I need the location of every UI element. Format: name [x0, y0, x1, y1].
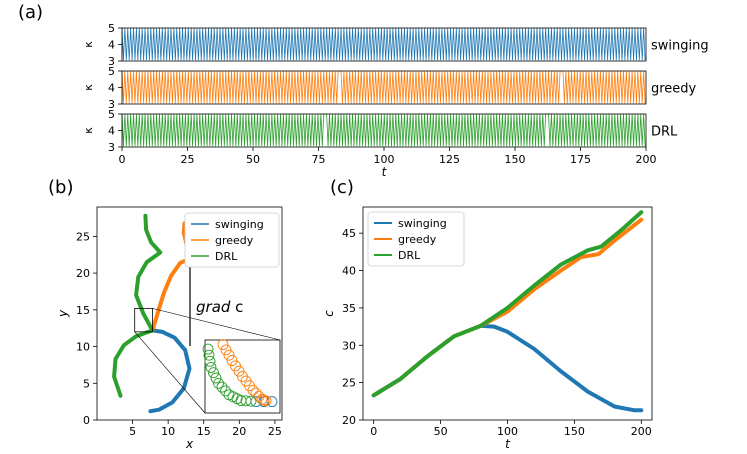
series-label-greedy: greedy — [651, 82, 697, 97]
grad-annotation: grad c — [196, 298, 243, 316]
legend-label-greedy: greedy — [398, 233, 437, 246]
inset-greedy-loop — [250, 387, 262, 399]
x-tick-label: 25 — [268, 425, 282, 438]
y-tick-label: 5 — [108, 22, 115, 35]
y-tick-label: 5 — [83, 377, 90, 390]
y-tick-label: 20 — [76, 267, 90, 280]
axes-frame — [96, 206, 283, 421]
legend-label-greedy: greedy — [215, 234, 254, 247]
x-tick-label: 10 — [161, 425, 175, 438]
x-axis-label: x — [185, 437, 194, 451]
inset-connector — [152, 308, 281, 341]
chart-b: 5 10 15 20 25 0 5 10 15 20 25 x y grad c swinging greed… — [56, 206, 283, 451]
x-tick-label: 20 — [232, 425, 246, 438]
inset-DRL-loop — [210, 372, 222, 384]
y-tick-label: 0 — [83, 414, 90, 427]
inset-greedy-loop — [260, 395, 272, 407]
chart-c: 0 50 100 150 200 20 25 30 35 40 45 t c swinging greedy… — [322, 206, 653, 451]
y-tick-label: 3 — [108, 98, 115, 111]
x-tick-label: 125 — [439, 153, 460, 166]
inset-DRL-loop — [202, 343, 214, 355]
x-tick-label: 0 — [370, 425, 377, 438]
inset-greedy-loop — [230, 360, 241, 372]
inset-DRL-loop — [220, 385, 231, 397]
series-label-DRL: DRL — [651, 125, 678, 140]
inset-DRL-loop — [203, 349, 215, 361]
y-tick-label: 25 — [76, 230, 90, 243]
series-label-swinging: swinging — [651, 39, 709, 54]
legend-label-swinging: swinging — [215, 218, 264, 231]
x-tick-label: 200 — [631, 425, 652, 438]
series-swinging-line — [121, 27, 646, 61]
inset-greedy-loop — [226, 355, 238, 366]
x-tick-label: 200 — [636, 153, 657, 166]
y-axis-label: κ — [82, 41, 95, 48]
zoom-box — [134, 307, 153, 333]
series-greedy-line — [121, 70, 646, 104]
inset-connector — [134, 331, 206, 414]
y-tick-label: 4 — [108, 39, 115, 52]
y-tick-label: 3 — [108, 55, 115, 68]
inset-DRL-loop — [205, 361, 217, 373]
y-tick-label: 35 — [342, 302, 356, 315]
legend-label-DRL: DRL — [398, 249, 421, 262]
x-tick-label: 0 — [119, 153, 126, 166]
x-tick-label: 75 — [312, 153, 326, 166]
legend-box — [184, 212, 280, 268]
y-tick-label: 5 — [108, 65, 115, 78]
y-axis-label: c — [322, 310, 336, 317]
y-tick-label: 4 — [108, 82, 115, 95]
inset-DRL-loop — [216, 381, 228, 393]
x-tick-label: 150 — [564, 425, 585, 438]
inset-DRL-loop — [204, 355, 216, 367]
x-axis-label: t — [382, 165, 388, 179]
x-tick-label: 50 — [246, 153, 260, 166]
x-tick-label: 15 — [197, 425, 211, 438]
series-swinging-trajectory — [148, 328, 192, 414]
inset-greedy-loop — [247, 384, 259, 396]
y-tick-label: 30 — [342, 339, 356, 352]
x-tick-label: 175 — [570, 153, 591, 166]
x-axis-label: t — [505, 437, 511, 451]
inset-swinging-loop — [266, 396, 278, 408]
inset-DRL-loop — [240, 395, 252, 407]
inset-greedy-loop — [223, 349, 235, 361]
x-tick-label: 150 — [505, 153, 526, 166]
panel-label-b: (b) — [48, 177, 73, 198]
y-tick-label: 5 — [108, 108, 115, 121]
series-DRL-line — [371, 210, 644, 398]
inset-DRL-loop — [208, 367, 219, 379]
inset-greedy-loop — [217, 339, 229, 351]
y-tick-label: 4 — [108, 125, 115, 138]
y-tick-label: 15 — [76, 304, 90, 317]
x-tick-label: 5 — [129, 425, 136, 438]
y-tick-label: 10 — [76, 341, 90, 354]
inset-DRL-loop — [213, 377, 224, 389]
y-tick-label: 40 — [342, 265, 356, 278]
y-axis-label: κ — [82, 84, 95, 91]
y-tick-label: 20 — [342, 414, 356, 427]
panel-label-c: (c) — [330, 177, 354, 198]
legend-label-DRL: DRL — [215, 250, 238, 263]
y-axis-label: κ — [82, 127, 95, 134]
y-tick-label: 25 — [342, 377, 356, 390]
legend-label-swinging: swinging — [398, 217, 447, 230]
chart-a: 3 4 5 κ swinging 3 4 5 κ greedy 3 4 5 κ DRL 0 25 50 75 100 1… — [82, 22, 709, 179]
x-tick-label: 25 — [181, 153, 195, 166]
x-tick-label: 50 — [434, 425, 448, 438]
inset-greedy-loop — [220, 344, 232, 356]
y-axis-label: y — [56, 309, 70, 318]
series-DRL-trajectory — [112, 213, 163, 398]
inset-DRL-loop — [245, 395, 257, 407]
y-tick-label: 45 — [342, 227, 356, 240]
x-tick-label: 100 — [374, 153, 395, 166]
legend-box — [367, 211, 465, 267]
series-DRL-line — [121, 113, 646, 147]
panel-label-a: (a) — [18, 2, 43, 23]
inset-greedy-loop — [233, 365, 245, 377]
x-tick-label: 100 — [497, 425, 518, 438]
y-tick-label: 3 — [108, 141, 115, 154]
